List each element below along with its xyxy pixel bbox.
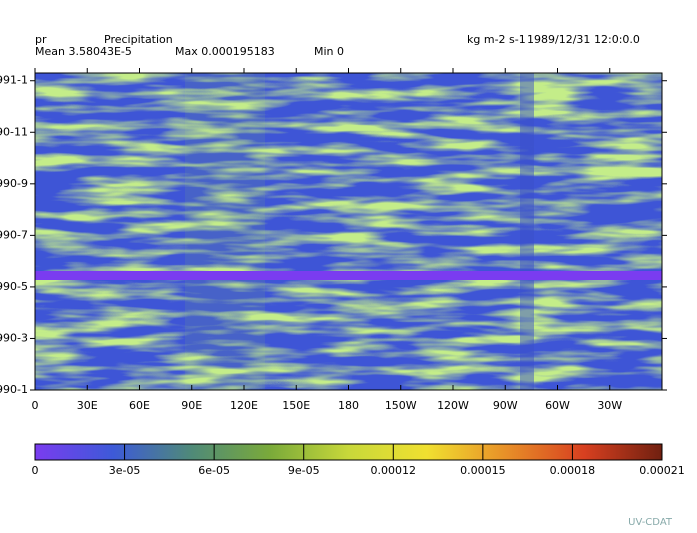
chart-title: Precipitation <box>104 33 173 46</box>
x-tick-label: 30E <box>77 399 98 412</box>
x-tick-label: 120W <box>437 399 469 412</box>
time: 12:0:0.0 <box>594 33 640 46</box>
x-tick-label: 60W <box>545 399 570 412</box>
colorbar-tick-label: 0.00015 <box>460 464 506 477</box>
max: Max 0.000195183 <box>175 45 275 58</box>
x-tick-label: 0 <box>32 399 39 412</box>
colorbar-tick-label: 0.00012 <box>371 464 417 477</box>
colorbar-tick-label: 0 <box>32 464 39 477</box>
colorbar <box>34 443 663 461</box>
x-tick-label: 120E <box>230 399 258 412</box>
colorbar-tick-label: 3e-05 <box>109 464 141 477</box>
date: 1989/12/31 <box>527 33 590 46</box>
units: kg m-2 s-1 <box>467 33 526 46</box>
min: Min 0 <box>314 45 344 58</box>
heatmap <box>35 73 662 390</box>
colorbar-tick-label: 0.00021 <box>639 464 685 477</box>
x-tick-label: 60E <box>129 399 150 412</box>
x-tick-label: 180 <box>338 399 359 412</box>
x-tick-label: 150W <box>385 399 417 412</box>
texture <box>35 73 662 390</box>
y-tick-label: 1990-3 <box>0 331 28 344</box>
colorbar-tick-label: 9e-05 <box>288 464 320 477</box>
mean: Mean 3.58043E-5 <box>35 45 132 58</box>
y-tick-label: 1990-9 <box>0 177 28 190</box>
texture <box>520 73 534 390</box>
colorbar-tick-label: 6e-05 <box>198 464 230 477</box>
logo: UV-CDAT <box>628 517 673 528</box>
x-tick-label: 90E <box>181 399 202 412</box>
x-tick-label: 150E <box>282 399 310 412</box>
y-tick-label: 1990-1 <box>0 383 28 396</box>
y-tick-label: 1990-5 <box>0 280 28 293</box>
y-tick-label: 1990-7 <box>0 228 28 241</box>
colorbar-tick-label: 0.00018 <box>550 464 596 477</box>
x-tick-label: 90W <box>493 399 518 412</box>
y-tick-label: 1991-1 <box>0 74 28 87</box>
zero-band <box>35 271 662 280</box>
y-tick-label: 1990-11 <box>0 125 28 138</box>
x-tick-label: 30W <box>597 399 622 412</box>
variable: pr <box>35 33 47 46</box>
